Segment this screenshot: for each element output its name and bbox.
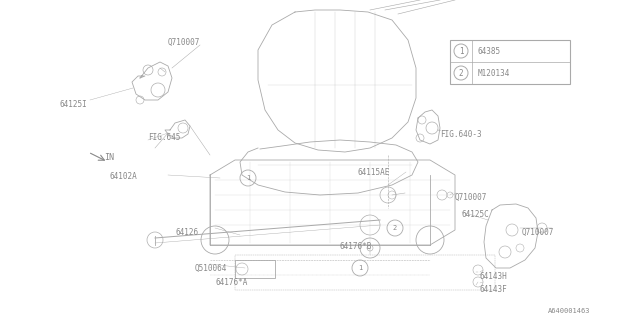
Text: 64102A: 64102A [110, 172, 138, 181]
Text: 64115AE: 64115AE [358, 168, 390, 177]
Text: FIG.640-3: FIG.640-3 [440, 130, 482, 139]
Text: 64176*A: 64176*A [215, 278, 248, 287]
Text: 64125I: 64125I [60, 100, 88, 109]
Text: 1: 1 [358, 265, 362, 271]
Text: 1: 1 [246, 175, 250, 181]
Text: 64143H: 64143H [480, 272, 508, 281]
Text: 2: 2 [459, 68, 463, 77]
Text: 64126: 64126 [175, 228, 198, 237]
Text: 64125C: 64125C [462, 210, 490, 219]
Text: Q510064: Q510064 [195, 264, 227, 273]
Text: 64143F: 64143F [480, 285, 508, 294]
Text: 64176*B: 64176*B [340, 242, 372, 251]
Text: IN: IN [104, 153, 114, 162]
Text: Q710007: Q710007 [455, 193, 488, 202]
Text: Q710007: Q710007 [522, 228, 554, 237]
Bar [235, 260, 275, 278]
Text: A640001463: A640001463 [548, 308, 591, 314]
Text: 2: 2 [393, 225, 397, 231]
Text: 64385: 64385 [478, 46, 501, 55]
Text: Q710007: Q710007 [168, 38, 200, 47]
Bar [235, 255, 495, 290]
Bar [450, 40, 570, 84]
Text: M120134: M120134 [478, 68, 510, 77]
Text: FIG.645: FIG.645 [148, 133, 180, 142]
Text: 1: 1 [459, 46, 463, 55]
